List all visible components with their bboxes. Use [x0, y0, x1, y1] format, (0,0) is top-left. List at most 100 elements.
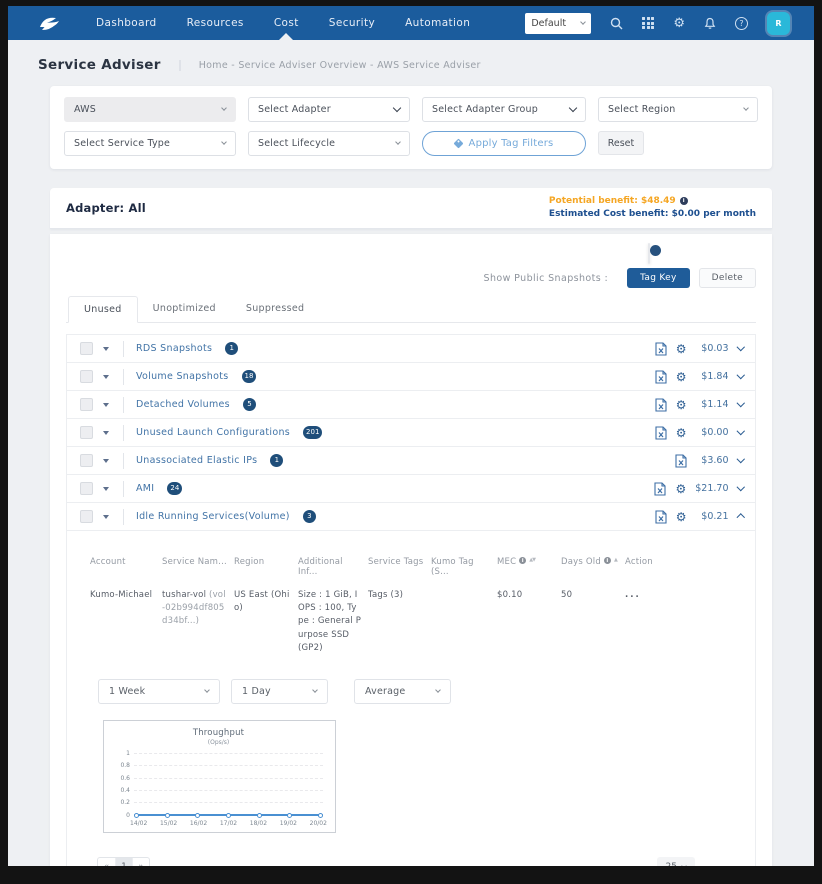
delete-button[interactable]: Delete — [699, 268, 756, 288]
nav-item-cost[interactable]: Cost — [274, 17, 299, 29]
dropdown-caret-icon[interactable] — [103, 375, 109, 379]
expand-chevron-icon[interactable] — [736, 455, 744, 463]
help-icon[interactable]: ? — [735, 17, 748, 30]
nav-item-dashboard[interactable]: Dashboard — [96, 17, 157, 29]
row-settings-gear-icon[interactable]: ⚙ — [676, 343, 687, 355]
count-badge: 5 — [243, 398, 256, 411]
row-settings-gear-icon[interactable]: ⚙ — [675, 483, 686, 495]
public-snapshots-toggle[interactable] — [648, 243, 650, 264]
settings-gear-icon[interactable]: ⚙ — [673, 17, 685, 30]
filter-card: AWS Select Adapter Select Adapter Group … — [50, 86, 772, 169]
sort-icons[interactable]: ▲▼ — [529, 557, 535, 563]
row-amount: $0.03 — [696, 343, 729, 354]
region-select[interactable]: Select Region — [598, 97, 758, 122]
notifications-bell-icon[interactable] — [704, 17, 716, 30]
interval-select[interactable]: 1 Day — [231, 679, 328, 704]
tab-suppressed[interactable]: Suppressed — [231, 296, 319, 322]
dropdown-caret-icon[interactable] — [103, 431, 109, 435]
chevron-down-icon — [435, 687, 441, 693]
info-icon[interactable]: i — [519, 557, 526, 564]
nav-item-resources[interactable]: Resources — [187, 17, 244, 29]
dropdown-caret-icon[interactable] — [103, 515, 109, 519]
row-settings-gear-icon[interactable]: ⚙ — [676, 371, 687, 383]
export-excel-icon[interactable] — [655, 398, 667, 412]
column-header-mec[interactable]: MECi▲▼ — [497, 557, 555, 589]
export-excel-icon[interactable] — [654, 482, 666, 496]
page-1-button[interactable]: 1 — [115, 858, 132, 866]
adapter-group-select[interactable]: Select Adapter Group — [422, 97, 586, 122]
tab-unoptimized[interactable]: Unoptimized — [138, 296, 231, 322]
service-type-select[interactable]: Select Service Type — [64, 131, 236, 156]
prev-page-button[interactable]: « — [98, 858, 115, 866]
accordion-row-unassociated-elastic-ips[interactable]: Unassociated Elastic IPs 1 $3.60 — [66, 446, 756, 475]
column-header-days-old[interactable]: Days Oldi▲ — [561, 557, 619, 589]
row-settings-gear-icon[interactable]: ⚙ — [676, 427, 687, 439]
dropdown-caret-icon[interactable] — [103, 459, 109, 463]
expand-chevron-icon[interactable] — [736, 371, 744, 379]
row-checkbox[interactable] — [80, 398, 93, 411]
expand-chevron-icon[interactable] — [736, 343, 744, 351]
accordion-row-volume-snapshots[interactable]: Volume Snapshots 18 ⚙ $1.84 — [66, 362, 756, 391]
accordion-row-ami[interactable]: AMI 24 ⚙ $21.70 — [66, 474, 756, 503]
row-checkbox[interactable] — [80, 482, 93, 495]
breadcrumb[interactable]: Home - Service Adviser Overview - AWS Se… — [179, 60, 481, 71]
reset-button[interactable]: Reset — [598, 131, 644, 155]
services-table: Account Service Nam... Region Additional… — [90, 557, 741, 655]
tab-unused[interactable]: Unused — [68, 296, 138, 323]
export-excel-icon[interactable] — [655, 370, 667, 384]
row-checkbox[interactable] — [80, 426, 93, 439]
row-settings-gear-icon[interactable]: ⚙ — [676, 511, 687, 523]
row-checkbox[interactable] — [80, 510, 93, 523]
cell-account: Kumo-Michael — [90, 589, 156, 655]
dropdown-caret-icon[interactable] — [103, 403, 109, 407]
row-checkbox[interactable] — [80, 454, 93, 467]
accordion-row-idle-running-services[interactable]: Idle Running Services(Volume) 3 ⚙ $0.21 — [66, 502, 756, 531]
y-tick: 0.6 — [111, 775, 130, 782]
y-tick: 0.4 — [111, 787, 130, 794]
interval-value: 1 Day — [242, 686, 271, 697]
window-frame: Dashboard Resources Cost Security Automa… — [0, 0, 822, 884]
dropdown-caret-icon[interactable] — [103, 487, 109, 491]
time-range-select[interactable]: 1 Week — [98, 679, 220, 704]
provider-select[interactable]: AWS — [64, 97, 236, 122]
export-excel-icon[interactable] — [655, 510, 667, 524]
apps-grid-icon[interactable] — [642, 17, 654, 29]
tag-key-button[interactable]: Tag Key — [627, 268, 690, 288]
next-page-button[interactable]: » — [132, 858, 149, 866]
row-checkbox[interactable] — [80, 342, 93, 355]
navbar-right-cluster: Default ⚙ ? R — [525, 12, 790, 35]
statistic-select[interactable]: Average — [354, 679, 451, 704]
export-excel-icon[interactable] — [675, 454, 687, 468]
search-icon[interactable] — [610, 17, 623, 30]
cell-region: US East (Ohio) — [234, 589, 292, 655]
row-settings-gear-icon[interactable]: ⚙ — [676, 399, 687, 411]
collapse-chevron-icon[interactable] — [736, 514, 744, 522]
accordion-row-rds-snapshots[interactable]: RDS Snapshots 1 ⚙ $0.03 — [66, 334, 756, 363]
apply-tag-filters-button[interactable]: Apply Tag Filters — [422, 131, 586, 156]
lifecycle-select[interactable]: Select Lifecycle — [248, 131, 410, 156]
dropdown-caret-icon[interactable] — [103, 347, 109, 351]
page-size-select[interactable]: 25 — [657, 857, 695, 866]
column-header-additional-info: Additional Inf... — [298, 557, 362, 589]
accordion-row-detached-volumes[interactable]: Detached Volumes 5 ⚙ $1.14 — [66, 390, 756, 419]
workspace-select[interactable]: Default — [525, 13, 591, 34]
info-icon[interactable]: i — [604, 557, 611, 564]
expand-chevron-icon[interactable] — [736, 427, 744, 435]
accordion-row-unused-launch-configurations[interactable]: Unused Launch Configurations 201 ⚙ $0.00 — [66, 418, 756, 447]
row-label: Unassociated Elastic IPs — [136, 455, 257, 466]
avatar[interactable]: R — [767, 12, 790, 35]
export-excel-icon[interactable] — [655, 426, 667, 440]
pager: « 1 » — [97, 857, 150, 866]
row-actions-menu[interactable]: ... — [625, 589, 671, 655]
expand-chevron-icon[interactable] — [736, 483, 744, 491]
statistic-value: Average — [365, 686, 405, 697]
export-excel-icon[interactable] — [655, 342, 667, 356]
nav-item-automation[interactable]: Automation — [405, 17, 470, 29]
adapter-select[interactable]: Select Adapter — [248, 97, 410, 122]
cloud-logo-icon[interactable] — [36, 14, 62, 32]
row-checkbox[interactable] — [80, 370, 93, 383]
info-icon[interactable]: i — [680, 197, 688, 205]
expand-chevron-icon[interactable] — [736, 399, 744, 407]
nav-item-security[interactable]: Security — [329, 17, 375, 29]
sort-icon[interactable]: ▲ — [614, 557, 617, 563]
